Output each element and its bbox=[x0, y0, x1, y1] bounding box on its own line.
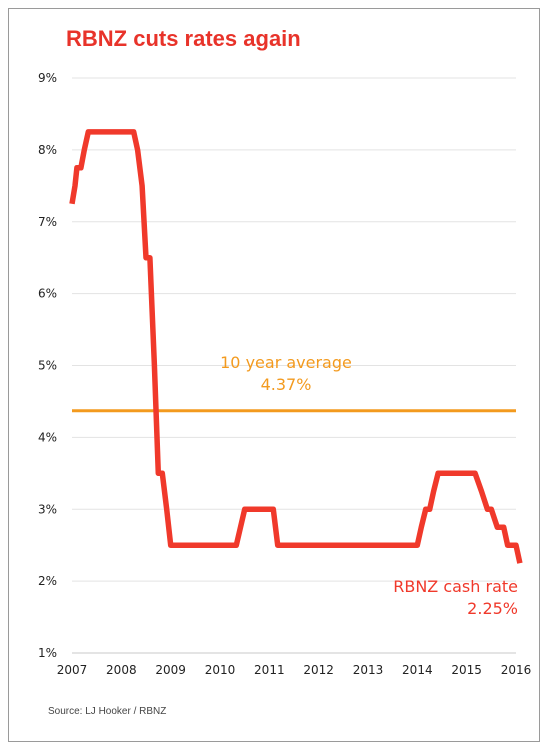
x-tick-label: 2009 bbox=[155, 663, 186, 677]
x-tick-label: 2011 bbox=[254, 663, 285, 677]
y-tick-label: 5% bbox=[38, 359, 57, 373]
x-tick-label: 2010 bbox=[205, 663, 236, 677]
average-label: 10 year average bbox=[220, 353, 352, 372]
cash-rate-series-label: RBNZ cash rate bbox=[393, 577, 518, 596]
cash-rate-value-label: 2.25% bbox=[467, 599, 518, 618]
chart-title: RBNZ cuts rates again bbox=[66, 26, 301, 51]
y-tick-label: 7% bbox=[38, 215, 57, 229]
x-tick-label: 2012 bbox=[303, 663, 334, 677]
x-tick-label: 2008 bbox=[106, 663, 137, 677]
x-tick-label: 2014 bbox=[402, 663, 433, 677]
y-axis-ticks: 1% 2% 3% 4% 5% 6% 7% 8% 9% bbox=[38, 71, 57, 660]
y-tick-label: 9% bbox=[38, 71, 57, 85]
average-value-label: 4.37% bbox=[261, 375, 312, 394]
x-tick-label: 2007 bbox=[57, 663, 88, 677]
y-tick-label: 4% bbox=[38, 430, 57, 444]
y-tick-label: 2% bbox=[38, 574, 57, 588]
y-tick-label: 8% bbox=[38, 143, 57, 157]
x-axis-ticks: 2007 2008 2009 2010 2011 2012 2013 2014 2015 2016 bbox=[57, 663, 532, 677]
y-tick-label: 1% bbox=[38, 646, 57, 660]
cash-rate-line bbox=[69, 129, 523, 564]
y-tick-label: 3% bbox=[38, 502, 57, 516]
source-note: Source: LJ Hooker / RBNZ bbox=[48, 706, 167, 717]
x-tick-label: 2013 bbox=[353, 663, 384, 677]
x-tick-label: 2016 bbox=[501, 663, 532, 677]
y-tick-label: 6% bbox=[38, 287, 57, 301]
x-tick-label: 2015 bbox=[451, 663, 482, 677]
